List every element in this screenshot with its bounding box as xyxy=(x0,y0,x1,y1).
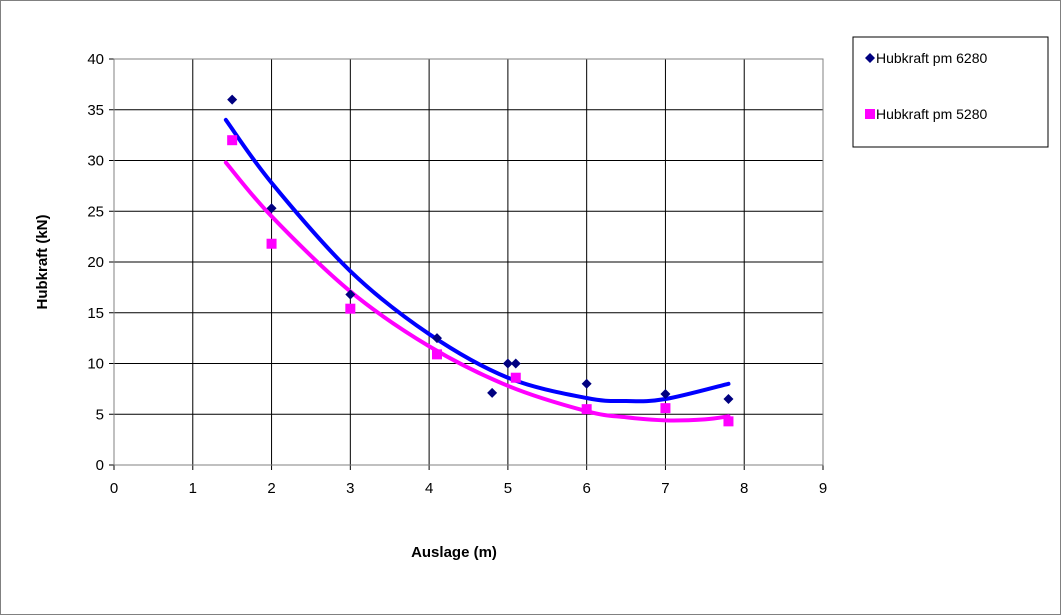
x-tick-label: 2 xyxy=(267,480,275,497)
x-tick-label: 7 xyxy=(661,480,669,497)
y-tick-label: 15 xyxy=(87,305,104,322)
y-tick-label: 10 xyxy=(87,356,104,373)
plot-border xyxy=(113,58,824,466)
data-point xyxy=(431,349,442,360)
data-point xyxy=(581,404,592,415)
x-tick-label: 9 xyxy=(819,480,827,497)
x-tick-label: 3 xyxy=(346,480,354,497)
data-point xyxy=(660,403,671,414)
data-point xyxy=(431,333,442,344)
data-point xyxy=(723,394,734,405)
legend-marker xyxy=(865,109,875,119)
trendline-series-2 xyxy=(223,160,731,423)
legend-label: Hubkraft pm 5280 xyxy=(876,106,987,122)
y-tick-label: 5 xyxy=(96,406,104,423)
x-tick-label: 0 xyxy=(110,480,118,497)
data-point xyxy=(502,358,513,369)
y-tick-label: 40 xyxy=(87,51,104,68)
data-point xyxy=(487,387,498,398)
data-point xyxy=(510,358,521,369)
x-tick-label: 4 xyxy=(425,480,433,497)
x-tick-label: 1 xyxy=(189,480,197,497)
y-tick-label: 0 xyxy=(96,457,104,474)
y-tick-label: 25 xyxy=(87,203,104,220)
x-tick-label: 5 xyxy=(504,480,512,497)
legend-entry: Hubkraft pm 5280 xyxy=(865,106,987,122)
legend: Hubkraft pm 6280 Hubkraft pm 5280 xyxy=(852,36,1049,148)
data-point xyxy=(660,388,671,399)
data-point xyxy=(510,372,521,383)
y-axis-title: Hubkraft (kN) xyxy=(34,214,51,309)
y-tick-label: 20 xyxy=(87,254,104,271)
legend-entry: Hubkraft pm 6280 xyxy=(865,50,987,66)
x-tick-label: 6 xyxy=(582,480,590,497)
legend-label: Hubkraft pm 6280 xyxy=(876,50,987,66)
y-tick-label: 30 xyxy=(87,153,104,170)
data-point xyxy=(723,416,734,427)
x-axis-title: Auslage (m) xyxy=(411,544,497,561)
data-point xyxy=(227,135,238,146)
data-point xyxy=(227,94,238,105)
y-tick-label: 35 xyxy=(87,102,104,119)
y-tick-labels: 0 5 10 15 20 25 30 35 40 xyxy=(87,51,104,474)
data-points xyxy=(227,94,734,427)
data-point xyxy=(266,238,277,249)
data-point xyxy=(345,289,356,300)
x-tick-labels: 0 1 2 3 4 5 6 7 8 9 xyxy=(110,480,827,497)
x-tick-label: 8 xyxy=(740,480,748,497)
trendlines xyxy=(223,117,731,423)
trendline-series-1 xyxy=(223,117,731,404)
legend-marker xyxy=(865,53,875,63)
legend-box xyxy=(852,36,1049,148)
data-point xyxy=(266,203,277,214)
data-point xyxy=(345,303,356,314)
data-point xyxy=(581,378,592,389)
